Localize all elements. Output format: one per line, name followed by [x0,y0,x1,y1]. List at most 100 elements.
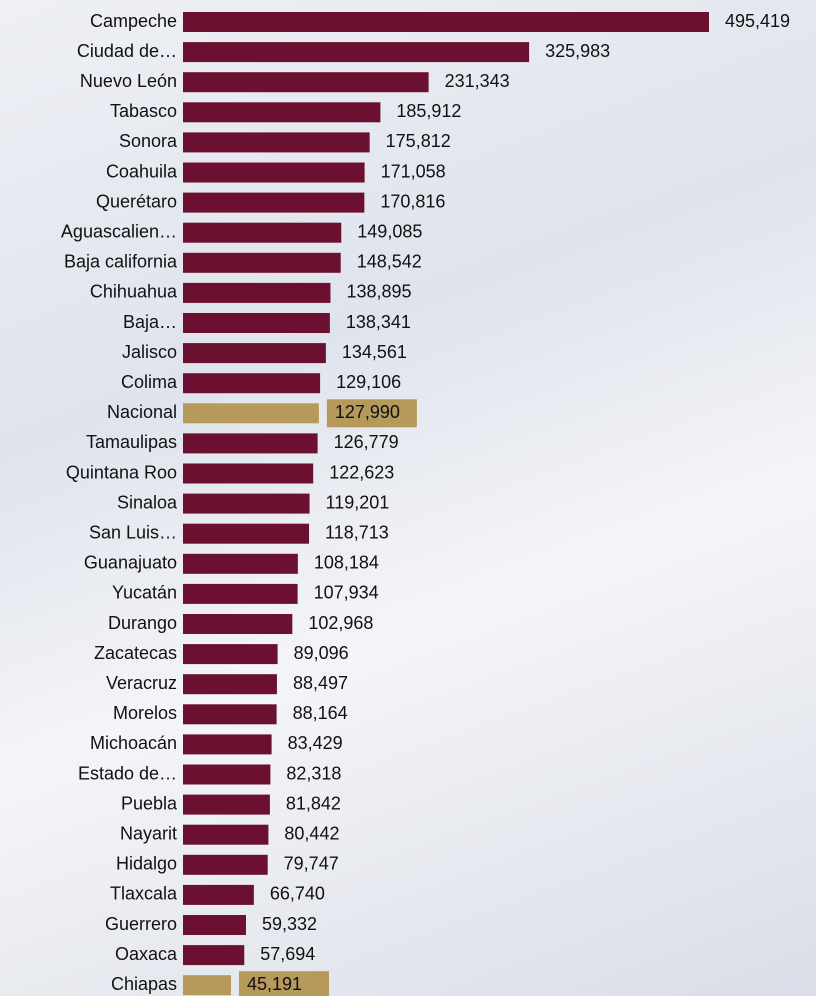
value-label: 171,058 [381,161,446,181]
bar [183,854,268,875]
category-label: Tamaulipas [86,432,177,452]
category-label: Tlaxcala [110,884,178,904]
bar [183,343,326,364]
bar [183,12,709,32]
bar [183,945,245,966]
value-label: 108,184 [314,553,379,573]
bar [183,282,331,303]
value-label: 57,694 [260,944,315,964]
value-label: 107,934 [314,583,379,603]
value-label: 119,201 [326,492,390,512]
bar [183,132,370,153]
value-label-box [326,399,417,428]
value-label: 88,497 [293,673,348,693]
value-label: 148,542 [357,252,422,272]
bar [183,192,365,213]
bar [183,313,330,333]
value-label: 231,343 [445,71,510,91]
bar [183,734,272,755]
value-label: 149,085 [357,221,422,241]
value-label: 66,740 [270,884,325,904]
category-label: Chiapas [111,974,177,994]
value-label: 89,096 [294,643,349,663]
bar [183,764,271,785]
category-label: Coahuila [106,161,178,181]
category-label: Baja california [64,252,178,272]
category-label: Sinaloa [117,492,178,512]
category-label: San Luis… [89,522,177,542]
value-label: 88,164 [293,703,348,723]
bar [183,162,365,183]
bar [183,975,231,996]
category-label: Zacatecas [94,643,177,663]
bar [183,463,314,484]
category-label: Nacional [107,402,177,422]
value-label: 126,779 [334,432,399,452]
value-label: 45,191 [247,974,302,994]
value-label: 83,429 [288,733,343,753]
value-label: 122,623 [329,462,394,482]
category-label: Nayarit [120,823,177,843]
value-label: 102,968 [308,613,373,633]
category-label: Ciudad de… [77,41,177,61]
value-label: 118,713 [325,522,389,542]
bar [183,102,381,123]
category-label: Tabasco [110,101,177,121]
value-label: 79,747 [284,854,339,874]
value-label: 59,332 [262,914,317,934]
category-label: Guerrero [105,914,177,934]
category-label: Guanajuato [84,553,177,573]
category-label: Campeche [90,11,177,31]
bar [183,674,277,695]
category-label: Baja… [123,312,177,332]
bar [183,704,277,725]
value-label-box [238,971,329,996]
bar [183,493,310,514]
value-label: 80,442 [284,823,339,843]
bar [183,433,318,454]
category-label: Estado de… [78,763,177,783]
value-label: 81,842 [286,793,341,813]
bar [183,824,269,845]
bar [183,794,270,815]
bar [183,553,298,574]
bar [183,884,254,905]
value-label: 138,895 [346,282,411,302]
value-label: 175,812 [386,131,451,151]
value-label: 325,983 [545,41,610,61]
category-label: Michoacán [90,733,177,753]
bar [183,222,342,243]
bar [183,644,278,665]
category-label: Jalisco [122,342,177,362]
category-label: Colima [121,372,178,392]
value-label: 129,106 [336,372,401,392]
value-label: 82,318 [286,763,341,783]
bar [183,614,293,634]
bar [183,252,341,273]
category-label: Morelos [113,703,177,723]
category-label: Querétaro [96,191,177,211]
bar [183,403,319,424]
category-label: Aguascalien… [61,221,177,241]
category-label: Veracruz [106,673,177,693]
value-label: 138,341 [346,312,411,332]
bar [183,583,298,604]
category-label: Oaxaca [115,944,178,964]
category-label: Puebla [121,793,178,813]
category-label: Sonora [119,131,178,151]
bar [183,42,530,63]
value-label: 170,816 [380,191,445,211]
category-label: Nuevo León [80,71,177,91]
category-label: Hidalgo [116,854,177,874]
bar [183,523,310,544]
category-label: Yucatán [112,583,177,603]
category-label: Quintana Roo [66,462,177,482]
value-label: 134,561 [342,342,407,362]
bar [183,915,246,935]
bar [183,373,321,394]
value-label: 185,912 [396,101,461,121]
category-label: Durango [108,613,177,633]
bar [183,72,429,93]
